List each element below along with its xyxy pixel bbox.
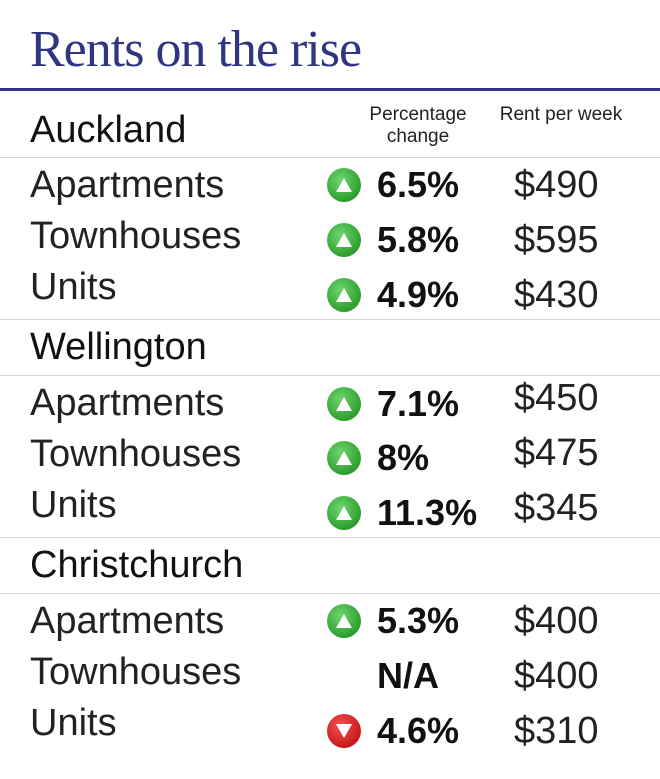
change-cell: 7.1% <box>327 382 459 426</box>
row-label: Townhouses <box>30 433 242 475</box>
chart-title: Rents on the rise <box>30 21 362 78</box>
column-header-percentage-change: Percentage change <box>369 104 467 147</box>
change-value: 5.8% <box>377 219 460 260</box>
rent-value: $400 <box>514 655 599 697</box>
change-cell: 5.3% <box>327 599 459 643</box>
change-value: 5.3% <box>377 600 460 641</box>
change-cell: 8% <box>327 436 429 480</box>
change-value: 4.6% <box>377 710 460 751</box>
region-separator <box>0 319 660 320</box>
rent-value: $490 <box>514 164 599 206</box>
up-arrow-icon <box>327 278 361 312</box>
change-cell: 6.5% <box>327 163 459 207</box>
row-label: Townhouses <box>30 651 242 693</box>
row-label: Units <box>30 484 117 526</box>
row-label: Apartments <box>30 600 225 642</box>
rent-value: $475 <box>514 432 599 474</box>
title-rule <box>0 88 660 91</box>
change-cell: N/A <box>327 654 439 698</box>
rent-value: $430 <box>514 274 599 316</box>
row-label: Apartments <box>30 382 225 424</box>
rent-value: $345 <box>514 487 599 529</box>
change-cell: 4.9% <box>327 273 459 317</box>
change-cell: 5.8% <box>327 218 459 262</box>
row-label: Townhouses <box>30 215 242 257</box>
up-arrow-icon <box>327 168 361 202</box>
row-label: Units <box>30 266 117 308</box>
rent-value: $310 <box>514 710 599 752</box>
region-heading-auckland: Auckland <box>30 109 187 151</box>
change-cell: 11.3% <box>327 491 477 535</box>
region-heading-christchurch: Christchurch <box>30 544 244 586</box>
column-header-rent-per-week: Rent per week <box>499 104 623 125</box>
region-separator <box>0 157 660 158</box>
row-label: Apartments <box>30 164 225 206</box>
up-arrow-icon <box>327 387 361 421</box>
down-arrow-icon <box>327 714 361 748</box>
change-value: N/A <box>377 655 439 696</box>
region-separator <box>0 537 660 538</box>
change-value: 11.3% <box>377 492 478 533</box>
up-arrow-icon <box>327 604 361 638</box>
up-arrow-icon <box>327 496 361 530</box>
region-heading-wellington: Wellington <box>30 326 207 368</box>
rent-value: $595 <box>514 219 599 261</box>
up-arrow-icon <box>327 441 361 475</box>
region-separator <box>0 593 660 594</box>
change-value: 8% <box>377 437 430 478</box>
rent-value: $450 <box>514 377 599 419</box>
change-value: 6.5% <box>377 164 460 205</box>
change-value: 4.9% <box>377 274 460 315</box>
change-value: 7.1% <box>377 383 460 424</box>
up-arrow-icon <box>327 223 361 257</box>
region-separator <box>0 375 660 376</box>
rent-value: $400 <box>514 600 599 642</box>
row-label: Units <box>30 702 117 744</box>
change-cell: 4.6% <box>327 709 459 753</box>
